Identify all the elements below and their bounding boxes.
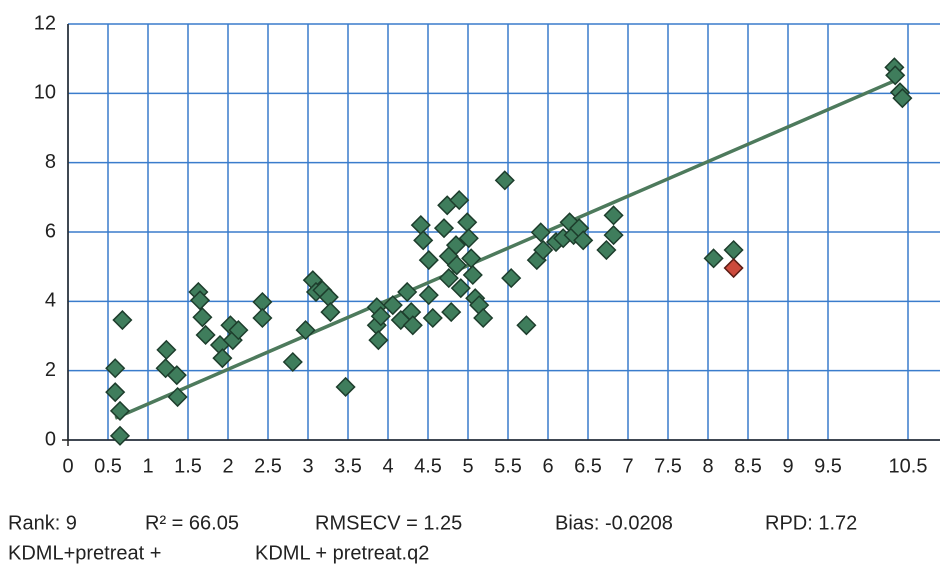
y-tick-label: 2 xyxy=(45,359,56,381)
x-tick-label: 0.5 xyxy=(94,455,122,477)
x-tick-label: 1 xyxy=(142,455,153,477)
point xyxy=(502,269,520,287)
x-tick-label: 2.5 xyxy=(254,455,282,477)
point xyxy=(458,213,476,231)
annotation: RPD: 1.72 xyxy=(765,512,857,534)
point xyxy=(284,353,302,371)
point xyxy=(337,378,355,396)
x-tick-label: 4.5 xyxy=(414,455,442,477)
x-tick-label: 6.5 xyxy=(574,455,602,477)
point xyxy=(113,311,131,329)
point xyxy=(532,223,550,241)
point xyxy=(424,309,442,327)
point xyxy=(321,303,339,321)
y-tick-label: 12 xyxy=(34,12,56,34)
x-tick-label: 4 xyxy=(382,455,393,477)
highlight-point xyxy=(725,259,743,277)
point xyxy=(605,206,623,224)
point xyxy=(111,427,129,445)
point xyxy=(197,326,215,344)
point xyxy=(435,219,453,237)
x-tick-label: 3 xyxy=(302,455,313,477)
point xyxy=(157,341,175,359)
annotation: KDML+pretreat + xyxy=(8,542,161,564)
point xyxy=(106,383,124,401)
x-tick-label: 9 xyxy=(782,455,793,477)
x-tick-label: 7.5 xyxy=(654,455,682,477)
point xyxy=(111,402,129,420)
point xyxy=(517,316,535,334)
annotation: Rank: 9 xyxy=(8,512,77,534)
y-tick-label: 10 xyxy=(34,82,56,104)
point xyxy=(414,231,432,249)
x-tick-label: 3.5 xyxy=(334,455,362,477)
x-tick-label: 5 xyxy=(462,455,473,477)
x-tick-label: 1.5 xyxy=(174,455,202,477)
point xyxy=(464,266,482,284)
y-tick-label: 4 xyxy=(45,290,56,312)
point xyxy=(193,308,211,326)
x-tick-label: 6 xyxy=(542,455,553,477)
point xyxy=(106,359,124,377)
x-tick-label: 8.5 xyxy=(734,455,762,477)
chart: Rank: 9 R² = 66.05 RMSECV = 1.25 Bias: -… xyxy=(0,0,945,572)
point xyxy=(420,251,438,269)
point xyxy=(398,283,416,301)
x-tick-label: 8 xyxy=(702,455,713,477)
x-tick-label: 9.5 xyxy=(814,455,842,477)
point xyxy=(442,303,460,321)
x-tick-label: 2 xyxy=(222,455,233,477)
fit-line xyxy=(115,81,895,419)
point xyxy=(496,171,514,189)
x-tick-label: 7 xyxy=(622,455,633,477)
y-tick-label: 6 xyxy=(45,220,56,242)
point xyxy=(297,321,315,339)
x-tick-label: 0 xyxy=(62,455,73,477)
point xyxy=(369,331,387,349)
y-tick-label: 8 xyxy=(45,151,56,173)
annotation: KDML + pretreat.q2 xyxy=(255,542,429,564)
annotation: R² = 66.05 xyxy=(145,512,239,534)
annotation: RMSECV = 1.25 xyxy=(315,512,462,534)
point xyxy=(169,388,187,406)
point xyxy=(725,241,743,259)
annotation: Bias: -0.0208 xyxy=(555,512,673,534)
x-tick-label: 10.5 xyxy=(889,455,928,477)
y-tick-label: 0 xyxy=(45,428,56,450)
x-tick-label: 5.5 xyxy=(494,455,522,477)
